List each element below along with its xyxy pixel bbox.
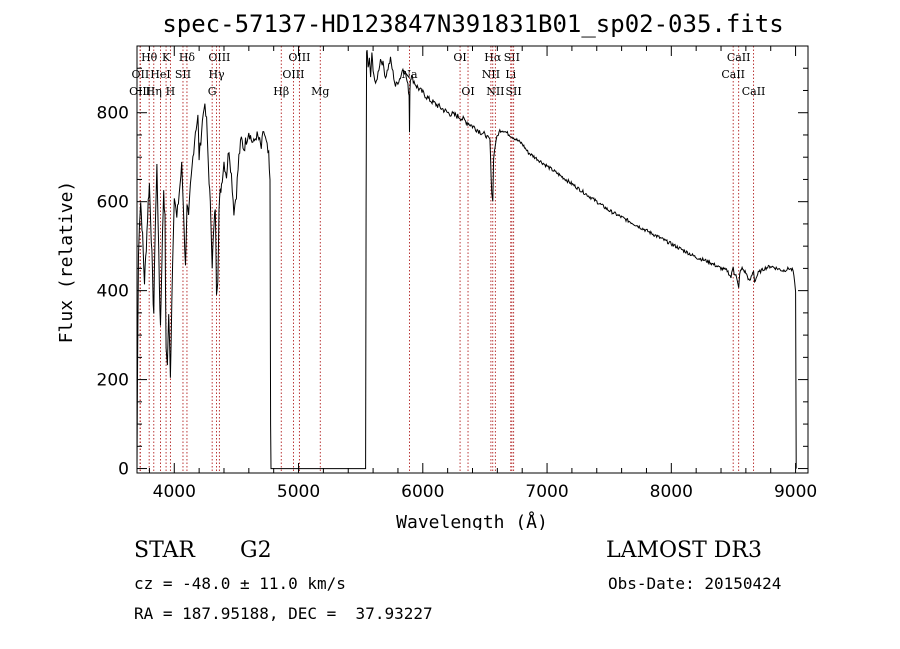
spectral-line-label: Hβ [273, 85, 289, 98]
x-tick-label: 4000 [153, 482, 196, 502]
observation-date: Obs-Date: 20150424 [608, 574, 782, 593]
sky-coordinates: RA = 187.95188, DEC = 37.93227 [134, 604, 433, 623]
spectral-line-label: Li [505, 68, 516, 81]
spectrum-series [136, 49, 797, 470]
spectral-line-label: G [208, 85, 217, 98]
spectral-line-label: H [166, 85, 176, 98]
spectral-line-label: Hγ [208, 68, 225, 81]
spectral-line-label: SII [175, 68, 191, 81]
spectral-line-label: K [162, 51, 171, 64]
spectrum-chart: spec-57137-HD123847N391831B01_sp02-035.f… [56, 10, 817, 530]
spectral-line-label: OIII [129, 85, 151, 98]
x-tick-label: 6000 [401, 482, 444, 502]
spectral-line-label: OIII [208, 51, 230, 64]
spectral-line-label: Mg [311, 85, 329, 98]
x-tick-label: 5000 [277, 482, 320, 502]
object-subclass: G2 [240, 538, 272, 563]
object-class: STAR [134, 538, 195, 563]
spectral-line-label: OIII [282, 68, 304, 81]
spectral-line-label: CaII [742, 85, 766, 98]
spectral-line-label: NII [486, 85, 504, 98]
survey-name: LAMOST DR3 [606, 538, 762, 563]
x-tick-label: 8000 [650, 482, 693, 502]
axes: 4000 5000 6000 7000 8000 9000 0 200 400 600 800 [97, 46, 817, 502]
y-tick-label: 0 [118, 460, 129, 480]
spectral-line-label: Hη [146, 85, 162, 98]
spectral-line-label: Hθ [141, 51, 158, 64]
spectral-line-label: CaII [727, 51, 751, 64]
redshift-velocity: cz = -48.0 ± 11.0 km/s [134, 574, 346, 593]
spectral-line-label: OIII [288, 51, 310, 64]
x-axis-title: Wavelength (Å) [396, 511, 548, 530]
spectral-line-label: OI [453, 51, 466, 64]
spectral-line-label: SII [506, 85, 522, 98]
chart-title: spec-57137-HD123847N391831B01_sp02-035.f… [162, 10, 783, 38]
spectral-line-label: NII [482, 68, 500, 81]
y-tick-label: 600 [97, 193, 129, 213]
y-axis-title: Flux (relative) [56, 181, 77, 344]
y-tick-label: 800 [97, 104, 129, 124]
spectral-line-label: CaII [721, 68, 745, 81]
y-tick-label: 200 [97, 371, 129, 391]
spectral-line-label: OI [461, 85, 474, 98]
x-tick-label: 9000 [774, 482, 817, 502]
y-tick-label: 400 [97, 282, 129, 302]
spectral-line-label: Hα [484, 51, 502, 64]
spectral-line-label: SII [504, 51, 520, 64]
plot-frame [136, 45, 809, 474]
x-tick-label: 7000 [525, 482, 568, 502]
spectral-line-label: Hδ [179, 51, 196, 64]
spectral-line-label: HeI [150, 68, 170, 81]
spectral-line-label: Na [401, 68, 418, 81]
spectrum-line [136, 49, 797, 470]
